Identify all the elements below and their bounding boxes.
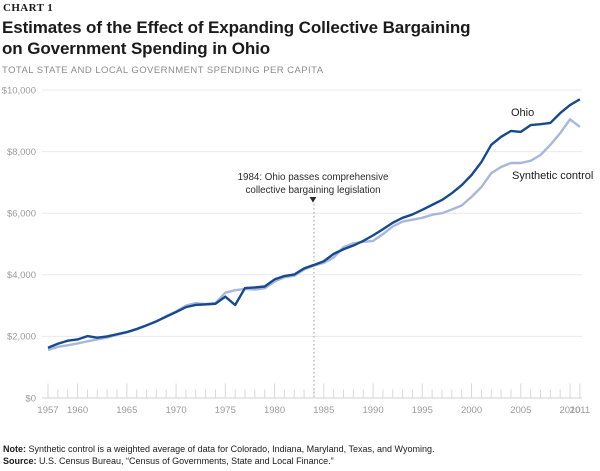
chart-title-line1: Estimates of the Effect of Expanding Col… bbox=[2, 18, 471, 37]
x-tick-label: 2011 bbox=[570, 405, 590, 416]
x-tick-label: 1990 bbox=[362, 405, 383, 416]
y-tick-label: $6,000 bbox=[7, 209, 36, 220]
series-label-synthetic-control: Synthetic control bbox=[512, 170, 593, 182]
series-label-ohio: Ohio bbox=[511, 107, 534, 119]
x-tick-label: 1985 bbox=[313, 405, 334, 416]
note-label: Note: bbox=[3, 444, 26, 454]
y-tick-label: $8,000 bbox=[7, 147, 36, 158]
annotation-group: 1984: Ohio passes comprehensive collecti… bbox=[238, 172, 389, 203]
x-tick-label: 1975 bbox=[215, 405, 236, 416]
note-line: Note: Synthetic control is a weighted av… bbox=[3, 443, 434, 455]
y-tick-label: $10,000 bbox=[2, 85, 36, 96]
source-line: Source: U.S. Census Bureau, “Census of G… bbox=[3, 455, 434, 467]
y-tick-label: $0 bbox=[25, 393, 36, 404]
footnotes: Note: Synthetic control is a weighted av… bbox=[3, 443, 434, 467]
note-text: Synthetic control is a weighted average … bbox=[26, 444, 435, 454]
x-tick-label: 1995 bbox=[412, 405, 433, 416]
x-tick-label: 2000 bbox=[461, 405, 482, 416]
x-tick-label: 1957 bbox=[37, 405, 58, 416]
x-tick-label: 1965 bbox=[116, 405, 137, 416]
series-lines-group bbox=[47, 98, 581, 352]
source-label: Source: bbox=[3, 456, 37, 466]
source-text: U.S. Census Bureau, “Census of Governmen… bbox=[36, 456, 334, 466]
series-line-ohio bbox=[47, 98, 581, 349]
spending-line-chart: $0$2,000$4,000$6,000$8,000$10,000 1957 19… bbox=[2, 85, 594, 416]
x-axis-group: 1957 1960 1965 1970 1975 1980 1985 1990 1995 2000… bbox=[37, 383, 590, 416]
chart-subtitle: TOTAL STATE AND LOCAL GOVERNMENT SPENDIN… bbox=[2, 65, 324, 76]
x-tick-label: 1970 bbox=[165, 405, 186, 416]
chart-title-line2: on Government Spending in Ohio bbox=[2, 39, 271, 58]
gridlines-group: $0 $2,000 $4,000 $6,000 $8,000 $10,000 bbox=[2, 85, 582, 404]
y-tick-label: $4,000 bbox=[7, 270, 36, 281]
series-line-synthetic-control bbox=[47, 118, 581, 352]
chart-kicker: CHART 1 bbox=[3, 2, 54, 14]
annotation-arrow-icon bbox=[309, 197, 317, 203]
y-tick-label: $2,000 bbox=[7, 332, 36, 343]
x-tick-label: 1980 bbox=[264, 405, 285, 416]
annotation-text-line1: 1984: Ohio passes comprehensive bbox=[238, 172, 389, 183]
annotation-text-line2: collective bargaining legislation bbox=[245, 185, 380, 196]
chart-title: Estimates of the Effect of Expanding Col… bbox=[2, 17, 471, 59]
x-tick-label: 2010 bbox=[559, 405, 580, 416]
x-tick-label: 2005 bbox=[510, 405, 531, 416]
x-tick-label: 1960 bbox=[67, 405, 88, 416]
